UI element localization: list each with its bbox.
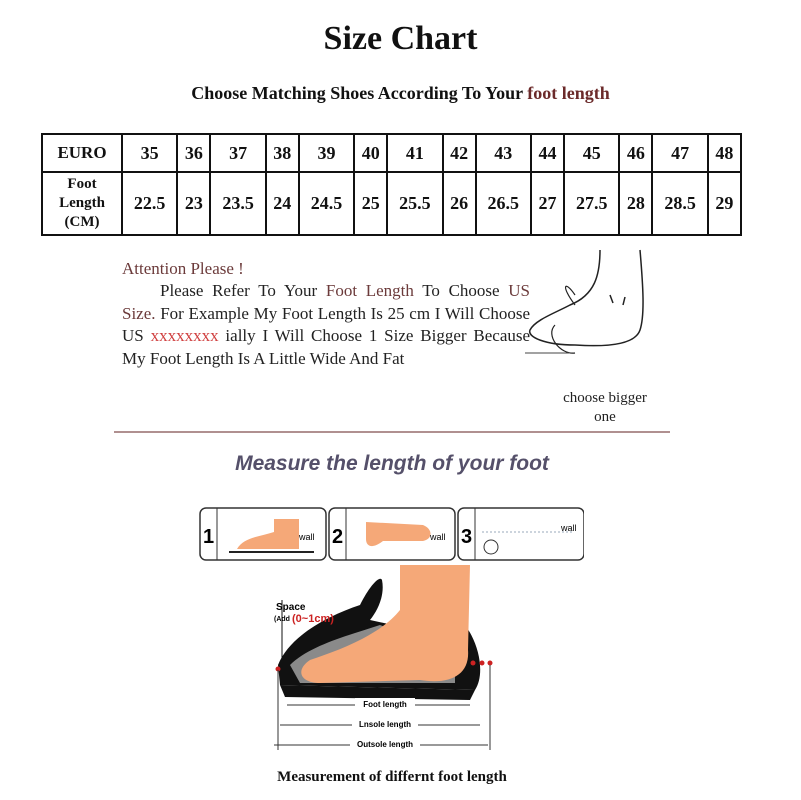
euro-size-cell: 38: [264, 133, 300, 173]
subtitle-text: Choose Matching Shoes According To Your: [191, 83, 523, 103]
divider: [114, 431, 670, 433]
page-title: Size Chart: [323, 20, 478, 57]
attention-highlight: US Size.: [122, 281, 530, 323]
shoe-foot-diagram: Space (Add (0~1cm) Foot length Lnsole le…: [274, 565, 493, 750]
foot-length-cell: 24.5: [297, 171, 356, 236]
foot-length-cell: 28.5: [651, 171, 709, 236]
step-3: 3 wall: [457, 507, 584, 561]
attention-text: ially I Will Choose 1 Size Bigger Becaus…: [122, 326, 531, 368]
euro-size-cell: 39: [297, 133, 356, 173]
outsole-length-label: Outsole length: [357, 740, 413, 749]
wall-label: wall: [429, 532, 446, 542]
table-row-euro: EURO 35 36 37 38 39 40 41 42 43 44 45 46 47 48: [41, 133, 743, 173]
foot-length-cell: 22.5: [120, 171, 179, 236]
foot-length-cell: 28: [618, 171, 654, 236]
euro-size-cell: 45: [563, 133, 621, 173]
euro-size-cell: 43: [474, 133, 532, 173]
caption: Measurement of differnt foot length: [277, 769, 507, 785]
foot-length-cell: 27: [529, 171, 566, 236]
euro-size-cell: 48: [706, 133, 743, 173]
insole-length-label: Lnsole length: [359, 720, 411, 729]
attention-text: For Example My Foot Length Is 25 cm I Wi…: [122, 303, 530, 346]
size-table: EURO 35 36 37 38 39 40 41 42 43 44 45 46 47 48 Foot L…: [41, 133, 743, 236]
foot-length-cell: 23.5: [209, 171, 267, 236]
add-label: (Add: [274, 616, 290, 623]
table-row-foot-length: Foot Length (CM) 22.5 23 23.5 24 24.5 25 25.5 2…: [41, 171, 743, 236]
foot-length-label: Foot length: [363, 700, 407, 709]
choose-bigger-note: choose bigger one: [563, 390, 647, 425]
foot-length-cell: 26.5: [474, 171, 532, 236]
attention-note: Attention Please ! Please Refer To Your …: [122, 258, 530, 370]
attention-highlight: Foot Length: [325, 281, 414, 301]
measure-steps: 1 wall 2 wall 3 wall: [199, 507, 584, 561]
euro-size-cell: 42: [441, 133, 477, 173]
subtitle: Choose Matching Shoes According To Your …: [0, 83, 801, 104]
foot-length-cell: 25.5: [386, 171, 444, 236]
euro-size-cell: 40: [353, 133, 389, 173]
foot-length-cell: 23: [176, 171, 212, 236]
measure-heading: Measure the length of your foot: [235, 452, 549, 475]
step-number: 2: [332, 526, 343, 548]
foot-sketch-icon: [525, 249, 644, 354]
attention-text: Please Refer To Your: [160, 281, 318, 301]
euro-size-cell: 47: [651, 133, 709, 173]
foot-length-cell: 27.5: [563, 171, 621, 236]
foot-length-cell: 25: [353, 171, 389, 236]
step-number: 1: [203, 526, 214, 548]
attention-text: To Choose: [422, 281, 500, 301]
row-header-foot-length: Foot Length (CM): [41, 171, 123, 236]
euro-size-cell: 41: [386, 133, 444, 173]
foot-length-cell: 26: [441, 171, 477, 236]
euro-size-cell: 46: [618, 133, 654, 173]
space-label: Space: [276, 602, 306, 613]
step-number: 3: [461, 526, 472, 548]
euro-size-cell: 36: [176, 133, 212, 173]
wall-label: wall: [560, 523, 577, 533]
attention-heading: Attention Please !: [122, 259, 244, 278]
row-header-euro: EURO: [41, 133, 123, 173]
euro-size-cell: 37: [209, 133, 267, 173]
foot-length-cell: 24: [264, 171, 300, 236]
step-1: 1 wall: [199, 507, 327, 561]
step-2: 2 wall: [328, 507, 456, 561]
foot-length-cell: 29: [706, 171, 743, 236]
euro-size-cell: 35: [120, 133, 179, 173]
euro-size-cell: 44: [529, 133, 566, 173]
wall-label: wall: [298, 532, 315, 542]
attention-redacted: xxxxxxxx: [150, 326, 219, 346]
space-range-label: (0~1cm): [292, 613, 334, 625]
subtitle-highlight: foot length: [527, 83, 610, 103]
